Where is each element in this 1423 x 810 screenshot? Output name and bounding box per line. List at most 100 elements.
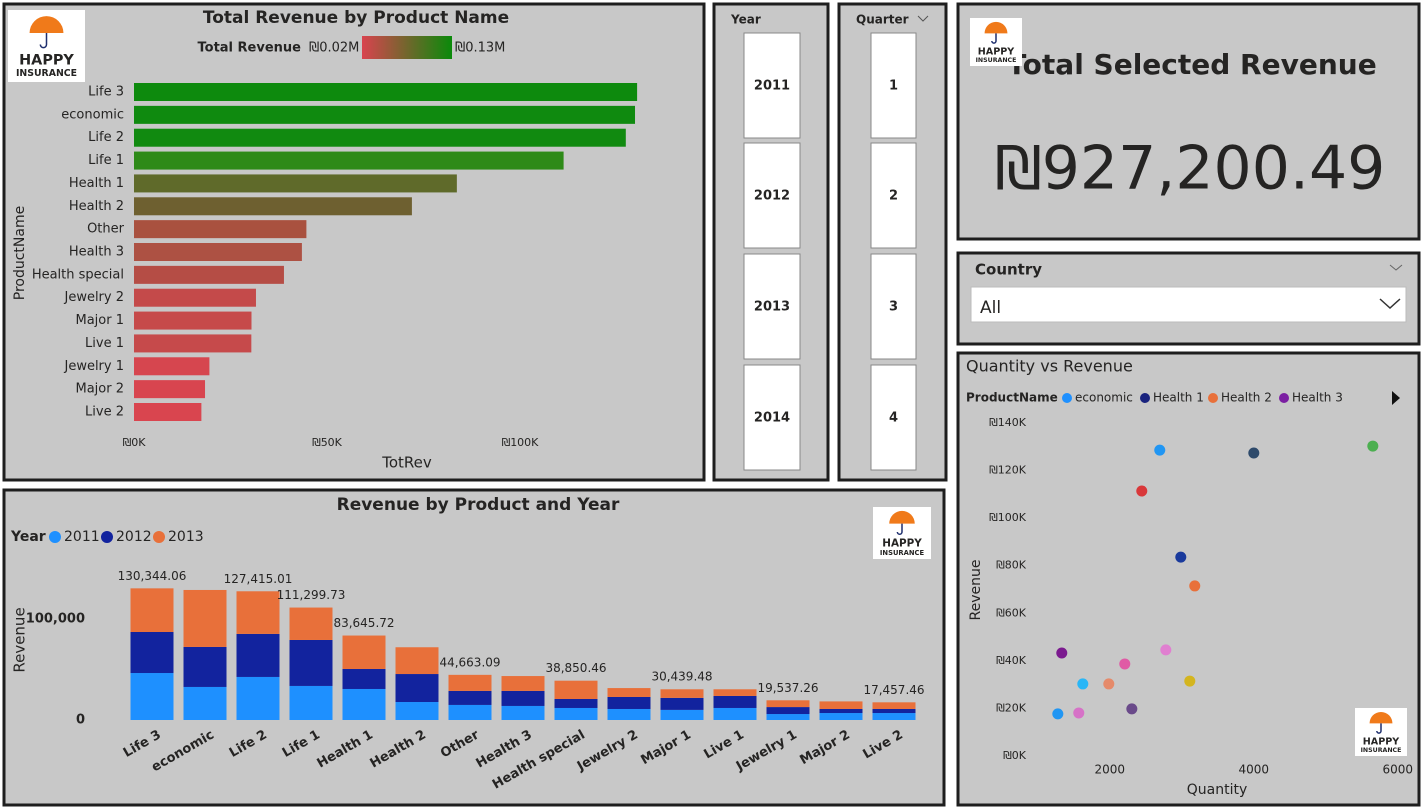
bar-segment <box>819 708 863 714</box>
bar-segment <box>183 589 227 647</box>
point[interactable] <box>1184 675 1196 687</box>
point[interactable] <box>1175 551 1187 563</box>
y-tick-label: Jewelry 1 <box>63 359 124 374</box>
bar <box>134 311 252 330</box>
slicer-item[interactable] <box>743 32 801 139</box>
bar <box>134 197 412 216</box>
y-tick-label: Life 1 <box>88 153 124 168</box>
slicer-item-label: 2014 <box>754 411 790 426</box>
point[interactable] <box>1077 678 1089 690</box>
bar-segment <box>342 668 386 689</box>
dropdown[interactable] <box>970 286 1407 323</box>
logo-text: HAPPY <box>978 47 1016 58</box>
y-tick-label: Other <box>87 222 125 237</box>
point[interactable] <box>1136 485 1148 497</box>
logo-text: HAPPY <box>882 537 922 549</box>
bar-segment <box>289 685 333 720</box>
bar <box>134 105 636 124</box>
slicer-item-label: 2013 <box>754 300 790 315</box>
bar <box>134 128 626 147</box>
slicer-item[interactable] <box>743 142 801 249</box>
legend-label: economic <box>1075 391 1133 405</box>
bar-segment <box>819 713 863 720</box>
legend-label: Health 2 <box>1221 391 1272 405</box>
bar-segment <box>554 707 598 720</box>
legend-label: 2012 <box>116 529 152 545</box>
point[interactable] <box>1367 440 1379 452</box>
x-axis-title: TotRev <box>381 454 432 472</box>
chevron[interactable] <box>917 15 929 22</box>
y-tick-label: Live 2 <box>85 404 124 419</box>
bar-segment <box>713 707 757 720</box>
y-axis-title: ProductName <box>12 206 28 300</box>
point[interactable] <box>1248 447 1260 459</box>
bar-segment <box>395 647 439 675</box>
y-tick-label: ₪100K <box>989 511 1027 524</box>
slicer-item[interactable] <box>743 364 801 471</box>
slicer-item[interactable] <box>870 253 917 360</box>
slicer-item[interactable] <box>870 364 917 471</box>
slicer-item-label: 2 <box>889 189 898 204</box>
bar <box>134 357 210 376</box>
bar-segment <box>236 676 280 720</box>
slicer-item-label: 4 <box>889 411 898 426</box>
scatter-panel <box>956 351 1421 807</box>
bar-segment <box>660 697 704 710</box>
bar-segment <box>183 686 227 720</box>
bar-segment <box>342 688 386 720</box>
point[interactable] <box>1073 707 1085 719</box>
bar-segment <box>660 709 704 720</box>
chevron[interactable] <box>1389 264 1403 271</box>
bar <box>134 288 256 307</box>
point[interactable] <box>1103 678 1115 690</box>
x-tick-label: ₪50K <box>312 436 343 449</box>
bar-segment <box>819 701 863 709</box>
bar-segment <box>607 696 651 709</box>
slicer-item[interactable] <box>870 142 917 249</box>
logo-text: INSURANCE <box>880 549 925 557</box>
y-tick-label: Live 1 <box>85 336 124 351</box>
bar-segment <box>607 708 651 720</box>
bar-segment <box>766 714 810 720</box>
bar-segment <box>501 705 545 720</box>
point[interactable] <box>1126 703 1138 715</box>
total-label: 83,645.72 <box>333 616 394 630</box>
legend-marker <box>1208 393 1218 403</box>
bar-segment <box>872 702 916 709</box>
y-tick-label: Major 1 <box>76 313 125 328</box>
y-axis-title: Revenue <box>11 607 29 672</box>
legend-marker <box>49 531 61 543</box>
slicer-item-label: 2012 <box>754 189 790 204</box>
bar-segment <box>448 690 492 705</box>
point[interactable] <box>1189 580 1201 592</box>
slicer-item[interactable] <box>743 253 801 360</box>
bar <box>134 174 457 193</box>
y-tick-label: Life 3 <box>88 85 124 100</box>
legend-next[interactable] <box>1392 391 1400 405</box>
slicer-item[interactable] <box>870 32 917 139</box>
y-tick-label: ₪40K <box>996 654 1027 667</box>
bar-segment <box>395 674 439 703</box>
point[interactable] <box>1160 644 1172 656</box>
y-tick-label: Health 3 <box>69 244 124 259</box>
filter-title: Country <box>975 261 1042 279</box>
logo-handle <box>39 33 48 49</box>
y-tick-label: 100,000 <box>26 611 85 626</box>
total-label: 127,415.01 <box>224 572 293 586</box>
x-tick-label: 4000 <box>1239 763 1270 777</box>
legend-marker <box>1279 393 1289 403</box>
logo-text: INSURANCE <box>1361 747 1402 754</box>
card-panel <box>956 2 1421 241</box>
total-label: 17,457.46 <box>863 683 924 697</box>
point[interactable] <box>1056 647 1068 659</box>
chart-title: Total Revenue by Product Name <box>203 8 509 28</box>
legend-label: 2013 <box>168 529 204 545</box>
slicer-item-label: 1 <box>889 79 898 94</box>
point[interactable] <box>1052 708 1064 720</box>
point[interactable] <box>1119 658 1131 670</box>
bar <box>134 265 284 284</box>
dropdown-arrow[interactable] <box>1379 298 1401 310</box>
legend-label: Health 1 <box>1153 391 1204 405</box>
point[interactable] <box>1154 444 1166 456</box>
